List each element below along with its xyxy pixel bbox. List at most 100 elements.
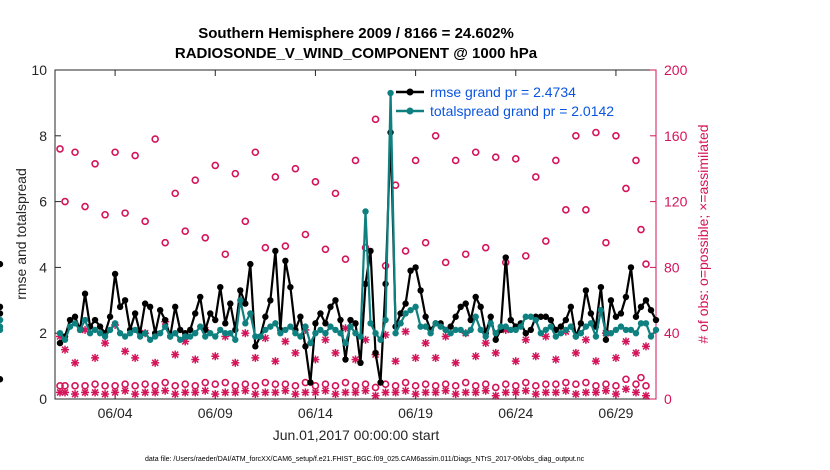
obs-possible-marker xyxy=(151,135,159,143)
obs-possible-marker xyxy=(201,233,210,242)
rmse-point xyxy=(587,310,595,317)
rmse-point xyxy=(272,247,279,255)
y-tick-label-right: 0 xyxy=(664,391,672,407)
obs-assimilated-marker xyxy=(281,337,290,346)
obs-possible-marker xyxy=(401,247,410,255)
obs-possible-marker xyxy=(211,161,220,170)
obs-assimilated-low-marker xyxy=(391,388,400,397)
obs-assimilated-low-marker xyxy=(141,388,150,397)
obs-assimilated-low-marker xyxy=(201,386,210,395)
obs-possible-marker xyxy=(632,156,640,165)
rmse-point xyxy=(222,320,229,327)
obs-assimilated-low-marker xyxy=(361,386,370,395)
rmse-point xyxy=(192,310,199,317)
obs-possible-marker xyxy=(637,225,645,234)
rmse-point xyxy=(627,264,635,271)
rmse-point xyxy=(111,270,119,278)
rmse-point xyxy=(462,300,469,307)
totalspread-point xyxy=(477,326,484,334)
rmse-point xyxy=(487,313,494,320)
rmse-point xyxy=(342,356,349,363)
rmse-point xyxy=(0,260,4,268)
x-tick-label: 06/09 xyxy=(198,405,233,421)
obs-assimilated-marker xyxy=(451,358,460,367)
totalspread-point xyxy=(562,326,570,334)
obs-possible-marker xyxy=(171,189,179,198)
totalspread-point xyxy=(612,326,620,334)
y-tick-label: 6 xyxy=(39,194,47,210)
obs-assimilated-low-marker xyxy=(451,390,460,399)
obs-assimilated-low-marker xyxy=(441,386,450,395)
obs-assimilated-low-marker xyxy=(501,388,510,397)
totalspread-point xyxy=(537,330,545,337)
totalspread-point xyxy=(161,323,169,330)
totalspread-point xyxy=(302,323,309,330)
totalspread-point xyxy=(517,323,524,330)
totalspread-point xyxy=(317,326,324,334)
rmse-point xyxy=(141,300,149,307)
obs-possible-marker xyxy=(451,156,460,165)
obs-possible-marker xyxy=(592,128,600,137)
rmse-point xyxy=(267,297,274,304)
rmse-point xyxy=(607,297,615,304)
rmse-point xyxy=(522,330,529,337)
obs-assimilated-marker xyxy=(101,339,110,348)
obs-possible-marker xyxy=(231,169,240,178)
totalspread-point xyxy=(607,330,615,337)
obs-assimilated-marker xyxy=(411,353,420,362)
totalspread-point xyxy=(447,330,454,337)
obs-possible-marker xyxy=(602,238,610,247)
y-tick-label-right: 120 xyxy=(664,194,688,210)
rmse-point xyxy=(0,376,4,383)
obs-assimilated-low-marker xyxy=(151,388,160,397)
obs-possible-low-marker xyxy=(521,378,530,387)
totalspread-point xyxy=(572,333,580,340)
totalspread-point xyxy=(532,316,539,324)
obs-possible-marker xyxy=(572,132,580,140)
totalspread-point xyxy=(126,330,134,337)
obs-assimilated-marker xyxy=(251,353,260,362)
totalspread-point xyxy=(487,320,494,327)
obs-possible-marker xyxy=(161,238,169,247)
rmse-point xyxy=(156,306,164,314)
obs-possible-marker xyxy=(101,210,109,219)
obs-possible-marker xyxy=(91,159,99,168)
obs-assimilated-marker xyxy=(511,357,520,366)
totalspread-point xyxy=(242,320,249,327)
obs-assimilated-low-marker xyxy=(281,386,290,395)
rmse-point xyxy=(557,323,565,330)
y-tick-label-right: 80 xyxy=(664,259,680,275)
obs-assimilated-marker xyxy=(551,355,560,364)
totalspread-point xyxy=(407,306,414,314)
obs-possible-low-marker xyxy=(201,378,210,387)
obs-possible-low-marker xyxy=(221,378,230,387)
totalspread-point xyxy=(131,326,139,334)
obs-assimilated-low-marker xyxy=(551,388,560,397)
totalspread-point xyxy=(262,326,269,334)
y-tick-label-right: 200 xyxy=(664,62,688,78)
obs-assimilated-low-marker xyxy=(381,388,390,397)
totalspread-point xyxy=(437,323,444,330)
rmse-point xyxy=(582,287,590,294)
totalspread-point xyxy=(297,333,304,340)
totalspread-point xyxy=(647,333,655,340)
obs-possible-marker xyxy=(141,217,149,226)
x-tick-label: 06/24 xyxy=(498,405,533,421)
obs-assimilated-low-marker xyxy=(461,388,470,397)
obs-possible-low-marker xyxy=(291,382,300,390)
obs-assimilated-marker xyxy=(271,357,280,366)
obs-assimilated-low-marker xyxy=(611,390,620,399)
totalspread-point xyxy=(512,326,519,334)
obs-assimilated-marker xyxy=(431,353,440,362)
rmse-point xyxy=(397,310,404,317)
totalspread-point xyxy=(76,326,84,334)
obs-assimilated-low-marker xyxy=(591,388,600,397)
totalspread-point xyxy=(136,333,144,340)
rmse-point xyxy=(337,316,344,324)
obs-possible-low-marker xyxy=(131,382,139,390)
rmse-point xyxy=(652,316,660,324)
y-tick-label: 10 xyxy=(31,62,47,78)
legend-totalspread-label: totalspread grand pr = 2.0142 xyxy=(430,103,614,119)
totalspread-point xyxy=(567,323,575,330)
